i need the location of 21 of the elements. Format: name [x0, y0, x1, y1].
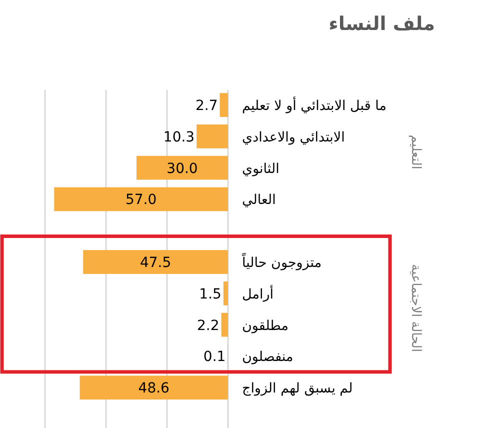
y-tick-label: لم يسبق لهم الزواج — [242, 380, 353, 397]
text: التعليم — [408, 134, 423, 170]
text: ملف النساء — [328, 13, 435, 35]
y-tick-label: العالي — [242, 192, 276, 208]
data-label: 1.5 — [199, 286, 222, 302]
data-label: 2.2 — [197, 318, 220, 334]
y-tick-label: مطلقون — [242, 318, 288, 334]
data-label: 48.6 — [138, 380, 170, 397]
text: الحالة الاجتماعية — [408, 264, 423, 352]
data-label: 30.0 — [166, 160, 198, 177]
y-tick-label: أرامل — [242, 284, 274, 302]
data-label: 10.3 — [163, 129, 195, 146]
data-label: 2.7 — [196, 98, 218, 114]
y-tick-label: ما قبل الابتدائي أو لا تعليم — [242, 96, 386, 114]
data-label: 0.1 — [203, 349, 226, 366]
y-tick-label: الابتدائي والاعدادي — [242, 129, 345, 146]
y-tick-label: الثانوي — [242, 160, 280, 177]
data-label: 47.5 — [140, 255, 172, 271]
y-tick-label: متزوجون حالياً — [242, 252, 322, 271]
y-tick-label: منفصلون — [242, 349, 294, 366]
data-label: 57.0 — [125, 192, 157, 208]
